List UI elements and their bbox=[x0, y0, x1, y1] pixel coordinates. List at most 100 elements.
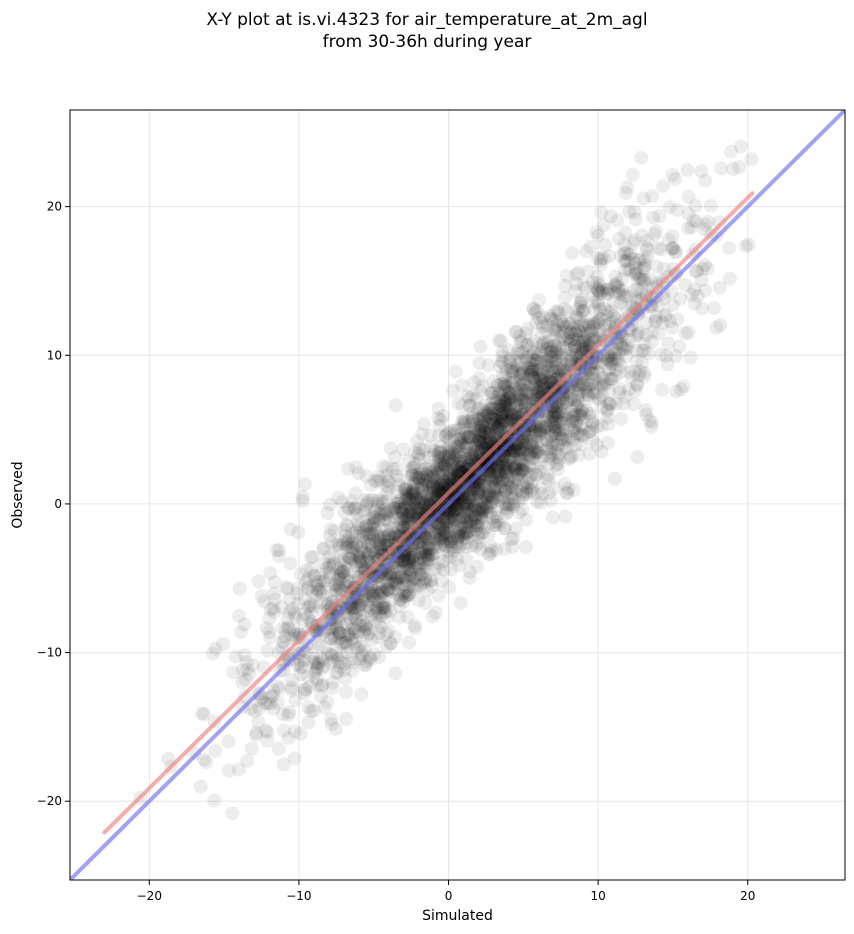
scatter-point bbox=[318, 573, 333, 588]
scatter-point bbox=[419, 497, 434, 512]
scatter-point bbox=[500, 501, 515, 516]
scatter-point bbox=[294, 659, 309, 674]
scatter-point bbox=[407, 551, 422, 566]
scatter-point bbox=[698, 173, 713, 188]
scatter-point bbox=[535, 486, 550, 501]
scatter-point bbox=[489, 378, 504, 393]
scatter-point bbox=[554, 314, 568, 329]
scatter-point bbox=[401, 587, 416, 602]
scatter-point bbox=[360, 628, 375, 643]
scatter-point bbox=[423, 428, 438, 443]
scatter-point bbox=[437, 475, 452, 489]
scatter-point bbox=[443, 510, 458, 525]
scatter-point bbox=[490, 483, 504, 497]
scatter-point bbox=[470, 433, 485, 448]
scatter-point bbox=[460, 436, 475, 451]
scatter-point bbox=[651, 298, 666, 313]
scatter-point bbox=[386, 581, 401, 596]
scatter-point bbox=[513, 335, 528, 350]
scatter-point bbox=[416, 575, 431, 590]
scatter-point bbox=[555, 431, 570, 446]
scatter-point bbox=[634, 150, 649, 165]
scatter-point bbox=[576, 335, 591, 350]
scatter-point bbox=[538, 471, 553, 486]
scatter-point bbox=[346, 601, 361, 616]
scatter-point bbox=[438, 503, 452, 518]
scatter-point bbox=[338, 671, 353, 686]
scatter-point bbox=[329, 665, 344, 680]
scatter-point bbox=[440, 521, 455, 536]
scatter-point bbox=[359, 527, 374, 542]
scatter-point bbox=[445, 515, 460, 530]
scatter-point bbox=[534, 367, 549, 382]
scatter-point bbox=[638, 402, 653, 417]
scatter-point bbox=[340, 574, 355, 589]
scatter-point bbox=[408, 621, 423, 636]
scatter-point bbox=[478, 491, 493, 506]
scatter-point bbox=[559, 407, 574, 422]
scatter-point bbox=[449, 450, 464, 465]
scatter-point bbox=[327, 577, 342, 592]
scatter-point bbox=[548, 353, 563, 368]
scatter-point bbox=[496, 414, 511, 429]
scatter-point bbox=[531, 464, 546, 479]
scatter-point bbox=[526, 451, 541, 465]
scatter-point bbox=[498, 379, 513, 394]
scatter-point bbox=[266, 683, 281, 698]
scatter-point bbox=[618, 225, 633, 240]
scatter-point bbox=[535, 339, 550, 354]
scatter-point bbox=[413, 567, 428, 582]
scatter-point bbox=[252, 701, 267, 716]
scatter-point bbox=[513, 368, 528, 383]
scatter-point bbox=[414, 484, 429, 499]
scatter-point bbox=[359, 552, 374, 567]
scatter-point bbox=[482, 424, 497, 439]
scatter-point bbox=[442, 470, 457, 485]
scatter-point bbox=[431, 411, 446, 426]
scatter-point bbox=[368, 604, 383, 618]
scatter-point bbox=[319, 561, 334, 576]
scatter-point bbox=[333, 655, 348, 670]
scatter-point bbox=[379, 505, 394, 520]
scatter-point bbox=[576, 421, 590, 436]
scatter-point bbox=[608, 277, 623, 292]
scatter-point bbox=[569, 413, 584, 428]
scatter-point bbox=[531, 369, 546, 384]
scatter-point bbox=[431, 401, 446, 416]
scatter-point bbox=[387, 554, 402, 569]
scatter-point bbox=[454, 421, 469, 436]
scatter-point bbox=[636, 272, 651, 287]
scatter-point bbox=[465, 538, 479, 553]
scatter-point bbox=[354, 645, 368, 660]
scatter-point bbox=[628, 256, 643, 271]
scatter-point bbox=[387, 501, 402, 516]
scatter-point bbox=[468, 510, 482, 525]
scatter-point bbox=[608, 311, 623, 326]
scatter-point bbox=[479, 434, 494, 449]
scatter-point bbox=[526, 370, 541, 385]
scatter-point bbox=[553, 415, 568, 430]
scatter-point bbox=[486, 480, 501, 495]
scatter-point bbox=[437, 458, 452, 472]
scatter-point bbox=[368, 607, 383, 622]
scatter-point bbox=[466, 515, 481, 530]
scatter-point bbox=[653, 242, 668, 257]
scatter-point bbox=[638, 258, 652, 273]
scatter-point bbox=[526, 302, 541, 317]
scatter-point bbox=[669, 384, 684, 399]
scatter-point bbox=[383, 566, 398, 581]
scatter-point bbox=[345, 622, 360, 636]
scatter-point bbox=[415, 476, 430, 491]
scatter-point bbox=[401, 551, 416, 566]
scatter-point bbox=[563, 334, 578, 348]
scatter-point bbox=[500, 476, 515, 491]
scatter-point bbox=[466, 444, 481, 459]
scatter-point bbox=[512, 443, 527, 458]
scatter-point bbox=[575, 376, 590, 391]
scatter-point bbox=[543, 493, 558, 508]
scatter-point bbox=[546, 423, 561, 438]
scatter-point bbox=[377, 506, 392, 521]
scatter-point bbox=[502, 405, 517, 420]
scatter-point bbox=[433, 444, 448, 459]
scatter-point bbox=[358, 493, 372, 507]
